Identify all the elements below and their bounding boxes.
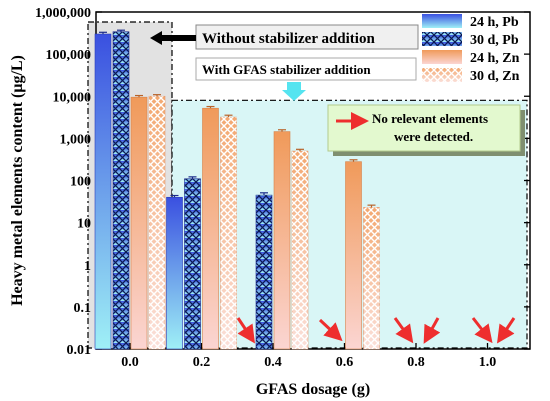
y-tick-label: 1,000 [60, 132, 92, 147]
bar-0-1 [166, 196, 183, 350]
with-stabilizer-annotation: With GFAS stabilizer addition [195, 57, 417, 101]
legend-label: 30 d, Zn [470, 69, 520, 84]
bars [94, 29, 380, 350]
y-tick-label: 100 [70, 175, 91, 190]
with-stabilizer-box [195, 57, 417, 81]
bar-1-0 [112, 31, 130, 350]
red-arrow-icon [497, 317, 516, 344]
legend-swatch-hatch [422, 68, 462, 82]
x-tick-label: 1.0 [479, 355, 497, 370]
bar-hatch-2 [292, 151, 308, 349]
red-arrow-icon [236, 317, 255, 344]
cyan-arrow-icon [282, 82, 306, 101]
bar-1-2 [255, 194, 273, 350]
y-tick-label: 0.1 [74, 301, 92, 316]
legend-label: 30 d, Pb [470, 33, 519, 48]
y-axis-label: Heavy metal elements content (μg/L) [9, 55, 26, 306]
without-stabilizer-box [195, 24, 419, 50]
y-tick-label: 1 [84, 259, 91, 274]
x-tick-label: 0.2 [193, 355, 211, 370]
legend-swatch [422, 14, 462, 28]
callout-text-line2: were detected. [394, 129, 473, 144]
bar-2-1 [202, 107, 219, 350]
bar-hatch-1 [220, 117, 237, 350]
y-tick-label: 100,000 [46, 48, 92, 63]
bar-2-3 [345, 161, 362, 350]
y-tick-label: 10 [77, 217, 91, 232]
red-arrow-icon [318, 318, 343, 342]
no-elements-callout: No relevant elements were detected. [327, 104, 525, 156]
bar-hatch-3 [363, 207, 380, 349]
callout-text-line1: No relevant elements [372, 111, 488, 126]
bar-hatch-0 [149, 96, 165, 349]
with-stabilizer-label: With GFAS stabilizer addition [202, 62, 371, 77]
red-arrow-icon [393, 317, 414, 344]
black-arrow-icon [150, 31, 196, 45]
without-stabilizer-label: Without stabilizer addition [202, 31, 375, 47]
legend-swatch [422, 50, 462, 64]
bar-2-2 [273, 131, 291, 350]
bar-0-0 [94, 33, 112, 350]
x-axis: 0.0 0.2 0.4 0.6 0.8 1.0 [121, 343, 496, 370]
legend-label: 24 h, Pb [470, 15, 519, 30]
x-tick-label: 0.8 [407, 355, 425, 370]
no-detection-arrows [236, 317, 516, 344]
x-tick-label: 0.4 [264, 355, 282, 370]
legend-label: 24 h, Zn [470, 51, 520, 66]
bar-2-0 [130, 96, 148, 350]
y-tick-label: 1,000,000 [35, 6, 91, 21]
x-tick-label: 0.0 [121, 355, 139, 370]
y-tick-label: 0.01 [67, 343, 92, 358]
legend-swatch [422, 32, 462, 46]
bar-1-1 [184, 178, 201, 350]
x-axis-label: GFAS dosage (g) [256, 381, 370, 398]
x-tick-label: 0.6 [336, 355, 354, 370]
y-tick-label: 10,000 [53, 90, 92, 105]
legend: 24 h, Pb 30 d, Pb 24 h, Zn 30 d, Zn [422, 14, 520, 84]
without-stabilizer-annotation: Without stabilizer addition [150, 24, 419, 50]
red-arrow-icon [471, 317, 493, 344]
red-arrow-icon [423, 317, 441, 344]
y-axis: 0.01 0.1 1 10 100 1,000 10,000 100,000 1,000,000 [35, 6, 530, 358]
